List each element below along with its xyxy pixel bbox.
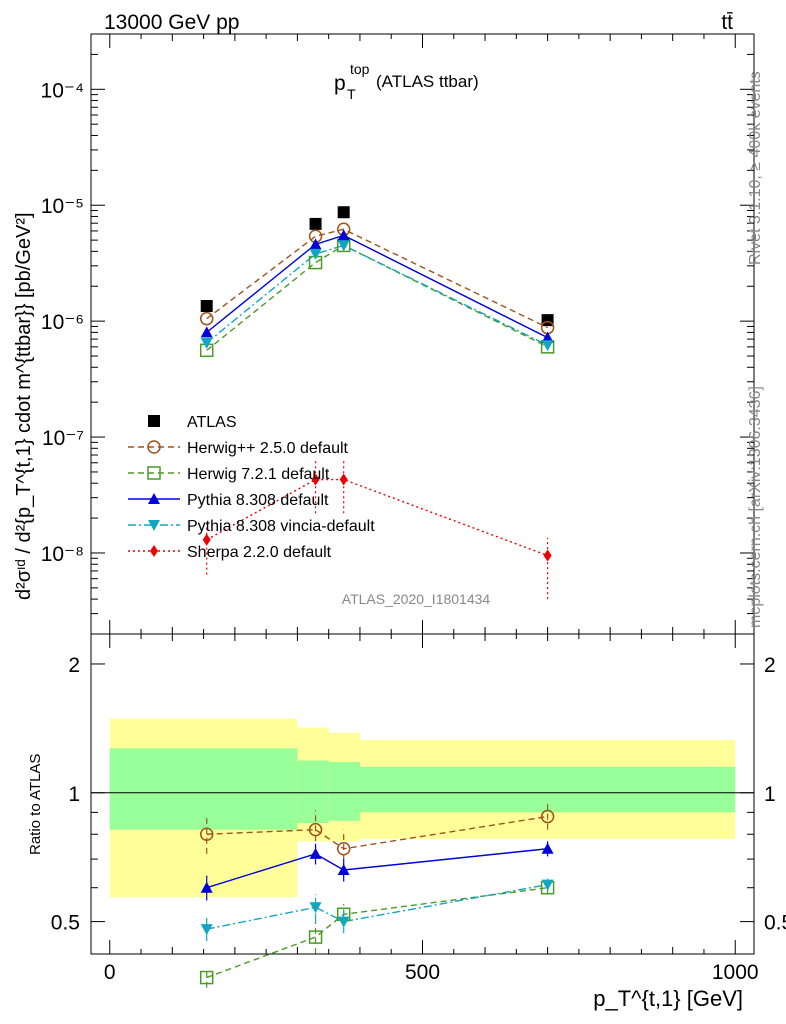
main-y-tick-label: 10⁻⁸ — [41, 543, 84, 566]
green-band-2 — [328, 762, 360, 821]
ratio-line-herwig-2-5-0-default — [206, 815, 548, 850]
main-line-herwig-2-5-0-default — [206, 228, 548, 329]
point-sherpa-2-2-0-default — [311, 473, 320, 486]
legend-marker-atlas — [148, 415, 160, 427]
ratio-point-pythia-8-308-vincia-default — [337, 916, 350, 928]
main-line-pythia-8-308-vincia-default — [206, 244, 548, 346]
main-y-tick-label: 10⁻⁷ — [42, 427, 84, 450]
ratio-point-pythia-8-308-default — [337, 864, 350, 876]
ratio-line-herwig-7-2-1-default — [206, 887, 548, 979]
ratio-y-axis-label: Ratio to ATLAS — [27, 754, 44, 855]
mcplots-side-label: mcplots.cern.ch [arXiv:1306.3436] — [747, 386, 764, 628]
point-atlas — [337, 206, 350, 219]
ratio-point-herwig-7-2-1-default — [199, 970, 214, 985]
ratio-uncertainty-bands — [109, 718, 736, 898]
point-pythia-8-308-vincia-default — [337, 240, 350, 252]
point-pythia-8-308-default — [337, 229, 350, 241]
point-atlas — [309, 217, 322, 230]
legend-label-sherpa-2-2-0-default: Sherpa 2.2.0 default — [187, 544, 332, 561]
plot-title: p top T (ATLAS ttbar) — [334, 61, 479, 102]
ratio-point-pythia-8-308-vincia-default — [200, 924, 213, 936]
point-pythia-8-308-default — [541, 331, 554, 343]
ratio-plot-frame — [90, 633, 755, 955]
energy-label: 13000 GeV pp — [104, 11, 239, 34]
title-sup: top — [350, 61, 370, 77]
point-sherpa-2-2-0-default — [543, 549, 552, 562]
ratio-y-tick-label: 2 — [68, 654, 80, 677]
legend-marker-pythia-8-308-default — [148, 493, 160, 504]
process-label: tt̄ — [721, 11, 733, 34]
legend-label-herwig-2-5-0-default: Herwig++ 2.5.0 default — [187, 440, 349, 457]
ratio-y-tick-label-right: 2 — [764, 654, 776, 677]
title-suffix: (ATLAS ttbar) — [376, 72, 479, 91]
ratio-point-pythia-8-308-default — [309, 847, 322, 859]
data-markers — [199, 206, 555, 985]
point-sherpa-2-2-0-default — [339, 473, 348, 486]
x-tick-label: 500 — [405, 961, 440, 984]
point-pythia-8-308-vincia-default — [309, 248, 322, 260]
analysis-watermark: ATLAS_2020_I1801434 — [342, 591, 491, 607]
x-axis-label: p_T^{t,1} [GeV] — [593, 986, 743, 1011]
x-tick-label: 0 — [104, 961, 116, 984]
point-herwig-2-5-0-default — [199, 311, 214, 326]
ratio-point-pythia-8-308-default — [541, 842, 554, 854]
main-line-sherpa-2-2-0-default — [206, 478, 548, 557]
ratio-line-pythia-8-308-vincia-default — [206, 883, 548, 930]
legend-label-atlas: ATLAS — [187, 414, 237, 431]
main-y-tick-label: 10⁻⁶ — [41, 311, 84, 334]
ratio-point-pythia-8-308-vincia-default — [309, 902, 322, 914]
ratio-point-herwig-2-5-0-default — [540, 809, 555, 824]
point-pythia-8-308-vincia-default — [541, 340, 554, 352]
rivet-side-label: Rivet 3.1.10, ≥ 400k events — [747, 71, 764, 265]
main-y-tick-label: 10⁻⁴ — [41, 79, 84, 102]
axis-ticks — [91, 34, 754, 954]
ratio-point-herwig-2-5-0-default — [308, 822, 323, 837]
legend-label-pythia-8-308-vincia-default: Pythia 8.308 vincia-default — [187, 518, 375, 535]
green-band-1 — [297, 760, 329, 823]
ratio-point-herwig-7-2-1-default — [308, 930, 323, 944]
main-y-tick-label: 10⁻⁵ — [41, 195, 84, 218]
ratio-point-pythia-8-308-default — [200, 881, 213, 893]
point-sherpa-2-2-0-default — [202, 533, 211, 546]
ratio-y-tick-label: 0.5 — [51, 912, 80, 935]
legend: ATLAS Herwig++ 2.5.0 default Herwig 7.2.1 … — [128, 414, 375, 561]
ratio-y-tick-label-right: 0.5 — [764, 912, 786, 935]
series-lines — [206, 228, 549, 988]
point-pythia-8-308-default — [200, 326, 213, 338]
ratio-point-pythia-8-308-vincia-default — [541, 879, 554, 891]
ratio-line-pythia-8-308-default — [206, 848, 548, 889]
legend-label-herwig-7-2-1-default: Herwig 7.2.1 default — [187, 466, 330, 483]
ratio-point-herwig-2-5-0-default — [336, 841, 351, 856]
point-pythia-8-308-vincia-default — [200, 337, 213, 349]
green-band-0 — [109, 748, 298, 830]
legend-label-pythia-8-308-default: Pythia 8.308 default — [187, 492, 329, 509]
legend-marker-herwig-7-2-1-default — [147, 466, 161, 480]
ratio-y-tick-label-right: 1 — [764, 783, 776, 806]
point-atlas — [200, 300, 213, 313]
ratio-y-tick-label: 1 — [68, 783, 80, 806]
main-line-pythia-8-308-default — [206, 234, 548, 339]
main-y-axis-label: d²σᶦᵈ / d²{p_T^{t,1} cdot m^{ttbar}} [pb… — [13, 212, 35, 600]
title-main: p — [334, 72, 346, 95]
x-tick-label: 1000 — [712, 961, 759, 984]
legend-marker-pythia-8-308-vincia-default — [148, 520, 160, 531]
legend-marker-herwig-2-5-0-default — [147, 440, 161, 454]
ratio-point-herwig-2-5-0-default — [199, 827, 214, 842]
title-sub: T — [347, 86, 356, 102]
main-line-herwig-7-2-1-default — [206, 244, 548, 351]
legend-marker-sherpa-2-2-0-default — [150, 545, 158, 557]
point-pythia-8-308-default — [309, 238, 322, 250]
tick-labels: 0 500 1000 10⁻⁴ 10⁻⁵ 10⁻⁶ 10⁻⁷ 10⁻⁸ 0.5 0.5 1 1 2 2 — [41, 79, 786, 984]
